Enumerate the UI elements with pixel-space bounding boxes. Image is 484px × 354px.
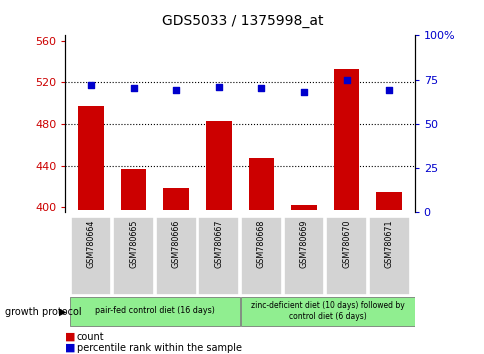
Bar (241, 297, 414, 326)
Text: GSM780668: GSM780668 (257, 220, 265, 268)
Point (300, 89, 307, 95)
Text: GSM780665: GSM780665 (129, 220, 138, 268)
Text: ■: ■ (65, 343, 76, 353)
Text: GSM780666: GSM780666 (171, 220, 181, 268)
Text: GSM780664: GSM780664 (86, 220, 95, 268)
Text: percentile rank within the sample: percentile rank within the sample (76, 343, 241, 353)
Point (87, 82, 95, 88)
Bar (113, 217, 154, 295)
Point (384, 87, 392, 93)
Text: GSM780667: GSM780667 (214, 220, 223, 268)
Bar (248, 158, 273, 210)
Bar (155, 217, 196, 295)
Text: GSM780671: GSM780671 (384, 220, 393, 268)
Point (342, 77, 350, 82)
Text: GDS5033 / 1375998_at: GDS5033 / 1375998_at (162, 14, 322, 28)
Bar (78, 106, 104, 210)
Point (214, 84, 222, 90)
Point (172, 87, 180, 93)
Bar (333, 69, 359, 210)
Text: count: count (76, 332, 104, 342)
Bar (70, 297, 240, 326)
Text: pair-fed control diet (16 days): pair-fed control diet (16 days) (95, 306, 214, 315)
Text: GSM780670: GSM780670 (341, 220, 350, 268)
Bar (368, 217, 408, 295)
Bar (283, 217, 324, 295)
Text: GSM780669: GSM780669 (299, 220, 308, 268)
Bar (325, 217, 366, 295)
Bar (198, 217, 239, 295)
Text: growth protocol: growth protocol (5, 307, 81, 316)
Bar (241, 217, 281, 295)
Text: ▶: ▶ (59, 307, 66, 316)
Bar (121, 169, 146, 210)
Bar (206, 121, 231, 210)
Point (129, 86, 137, 91)
Bar (376, 192, 401, 210)
Point (257, 86, 265, 91)
Bar (290, 205, 316, 210)
Text: zinc-deficient diet (10 days) followed by
control diet (6 days): zinc-deficient diet (10 days) followed b… (250, 301, 404, 321)
Text: ■: ■ (65, 332, 76, 342)
Bar (71, 217, 111, 295)
Bar (163, 188, 189, 210)
